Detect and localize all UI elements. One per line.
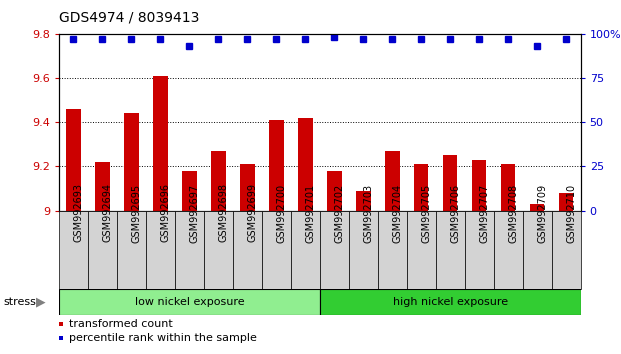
Bar <box>291 211 320 289</box>
Bar <box>327 171 342 211</box>
Bar <box>88 211 117 289</box>
Text: GSM992693: GSM992693 <box>73 183 83 242</box>
Bar <box>240 164 255 211</box>
Bar <box>436 211 465 289</box>
Bar <box>153 76 168 211</box>
Text: GSM992699: GSM992699 <box>247 183 257 242</box>
Bar <box>320 289 581 315</box>
Bar <box>95 162 110 211</box>
Bar <box>182 171 197 211</box>
Text: transformed count: transformed count <box>70 319 173 329</box>
Bar <box>414 164 428 211</box>
Text: GSM992703: GSM992703 <box>363 183 373 242</box>
Text: GSM992698: GSM992698 <box>219 183 229 242</box>
Bar <box>523 211 551 289</box>
Bar <box>559 193 573 211</box>
Text: GSM992701: GSM992701 <box>306 183 315 242</box>
Bar <box>320 211 349 289</box>
Bar <box>59 211 88 289</box>
Bar <box>175 211 204 289</box>
Bar <box>117 211 146 289</box>
Text: stress: stress <box>3 297 36 307</box>
Text: GSM992696: GSM992696 <box>160 183 170 242</box>
Bar <box>124 113 138 211</box>
Bar <box>269 120 284 211</box>
Bar <box>501 164 515 211</box>
Bar <box>59 289 320 315</box>
Bar <box>356 191 371 211</box>
Bar <box>378 211 407 289</box>
Bar <box>349 211 378 289</box>
Bar <box>204 211 233 289</box>
Text: GDS4974 / 8039413: GDS4974 / 8039413 <box>59 11 199 25</box>
Text: GSM992694: GSM992694 <box>102 183 112 242</box>
Text: percentile rank within the sample: percentile rank within the sample <box>70 333 257 343</box>
Text: GSM992708: GSM992708 <box>508 183 518 242</box>
Text: GSM992704: GSM992704 <box>392 183 402 242</box>
Text: low nickel exposure: low nickel exposure <box>135 297 244 307</box>
Text: GSM992706: GSM992706 <box>450 183 460 242</box>
Bar <box>66 109 81 211</box>
Text: GSM992697: GSM992697 <box>189 183 199 242</box>
Text: GSM992695: GSM992695 <box>132 183 142 242</box>
Bar <box>233 211 262 289</box>
Bar <box>146 211 175 289</box>
Text: GSM992700: GSM992700 <box>276 183 286 242</box>
Text: GSM992709: GSM992709 <box>537 183 547 242</box>
Bar <box>530 204 545 211</box>
Text: GSM992705: GSM992705 <box>421 183 431 242</box>
Text: GSM992710: GSM992710 <box>566 183 576 242</box>
Text: high nickel exposure: high nickel exposure <box>392 297 508 307</box>
Bar <box>551 211 581 289</box>
Text: GSM992707: GSM992707 <box>479 183 489 242</box>
Bar <box>385 151 399 211</box>
Bar <box>262 211 291 289</box>
Text: GSM992702: GSM992702 <box>334 183 344 242</box>
Text: ▶: ▶ <box>36 295 45 308</box>
Bar <box>211 151 225 211</box>
Bar <box>494 211 523 289</box>
Bar <box>407 211 436 289</box>
Bar <box>465 211 494 289</box>
Bar <box>443 155 458 211</box>
Bar <box>472 160 486 211</box>
Bar <box>298 118 312 211</box>
